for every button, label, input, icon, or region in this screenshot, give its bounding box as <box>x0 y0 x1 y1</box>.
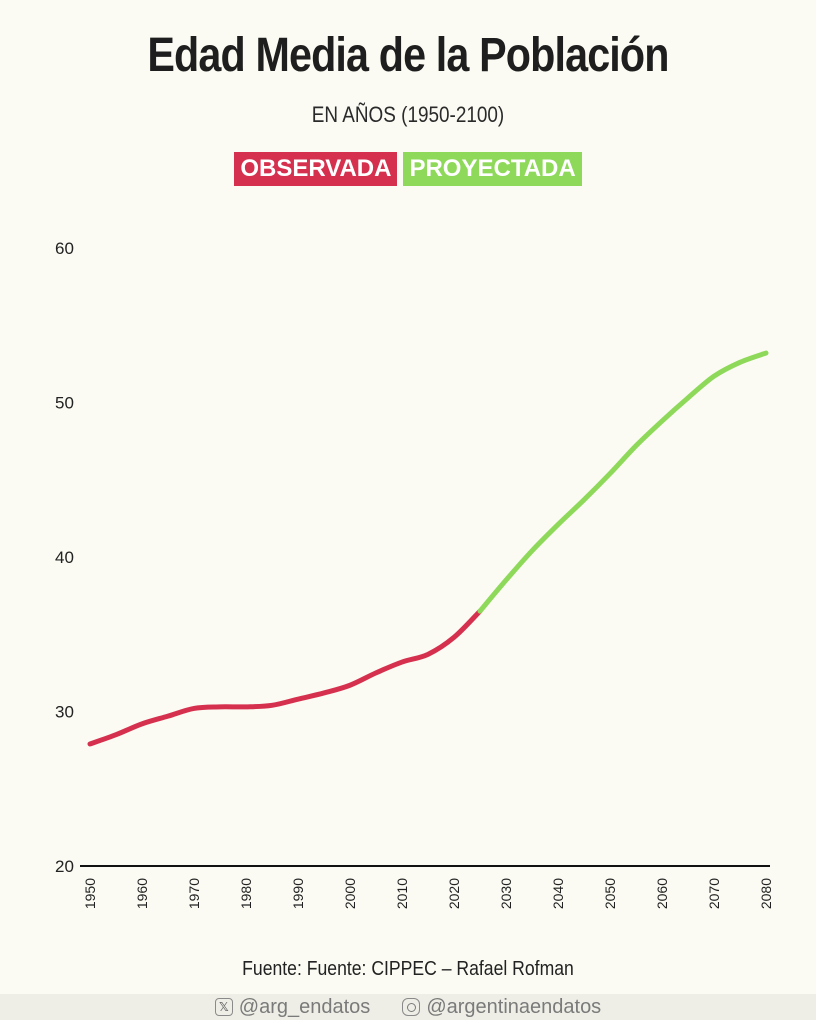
x-tick-label: 2040 <box>550 878 566 909</box>
instagram-icon <box>402 998 421 1016</box>
legend-proyectada: PROYECTADA <box>403 152 582 186</box>
source-note: Fuente: Fuente: CIPPEC – Rafael Rofman <box>242 958 574 980</box>
x-tick-label: 2000 <box>342 878 358 909</box>
series-line-proyectada <box>477 350 769 614</box>
x-tick-label: 2080 <box>758 878 774 909</box>
x-tick-label: 2030 <box>498 878 514 909</box>
y-tick-label: 20 <box>55 857 74 876</box>
x-tick-label: 2020 <box>446 878 462 909</box>
series-line-observada <box>87 608 483 747</box>
y-tick-label: 60 <box>55 239 74 258</box>
y-tick-label: 30 <box>55 703 74 722</box>
x-tick-label: 1980 <box>238 878 254 909</box>
legend: OBSERVADA PROYECTADA <box>0 152 816 186</box>
x-tick-label: 2050 <box>602 878 618 909</box>
x-tick-label: 2010 <box>394 878 410 909</box>
instagram-handle-group[interactable]: @argentinaendatos <box>402 996 601 1019</box>
footer-bar: 𝕏 @arg_endatos @argentinaendatos <box>0 994 816 1020</box>
chart-title: Edad Media de la Población <box>147 29 669 82</box>
x-tick-label: 1990 <box>290 878 306 909</box>
x-logo-icon: 𝕏 <box>214 998 233 1016</box>
instagram-handle: @argentinaendatos <box>426 995 602 1018</box>
x-tick-label: 1970 <box>186 878 202 909</box>
twitter-handle-group[interactable]: 𝕏 @arg_endatos <box>214 995 371 1019</box>
y-tick-label: 50 <box>55 394 74 413</box>
x-tick-label: 2070 <box>706 878 722 909</box>
legend-observada: OBSERVADA <box>234 152 398 186</box>
y-tick-label: 40 <box>55 548 74 567</box>
twitter-handle: @arg_endatos <box>238 995 371 1018</box>
x-tick-label: 1960 <box>134 878 150 909</box>
chart-subtitle: EN AÑOS (1950-2100) <box>311 102 505 127</box>
x-tick-label: 2060 <box>654 878 670 909</box>
x-tick-label: 1950 <box>82 878 98 909</box>
